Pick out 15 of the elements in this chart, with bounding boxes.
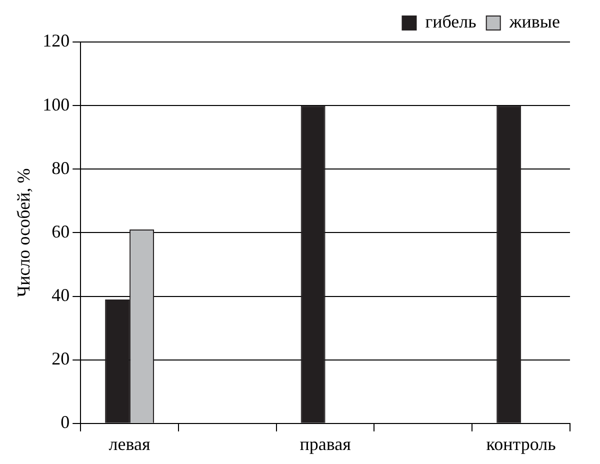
- y-axis-title: Число особей, %: [14, 168, 34, 298]
- x-tick-label: контроль: [486, 434, 556, 454]
- y-tick-label: 80: [52, 158, 70, 178]
- x-tick-label: правая: [300, 434, 351, 454]
- x-tick-label: левая: [108, 434, 150, 454]
- y-tick-label: 100: [42, 94, 70, 114]
- bar: [496, 106, 522, 423]
- bar: [300, 106, 326, 423]
- y-tick-label: 40: [52, 285, 70, 305]
- legend-label: живые: [508, 12, 560, 32]
- y-tick-label: 0: [60, 412, 70, 432]
- y-tick-label: 60: [52, 221, 70, 242]
- legend-label: гибель: [425, 12, 476, 32]
- y-tick-label: 120: [42, 30, 70, 51]
- y-tick-label: 20: [52, 348, 70, 369]
